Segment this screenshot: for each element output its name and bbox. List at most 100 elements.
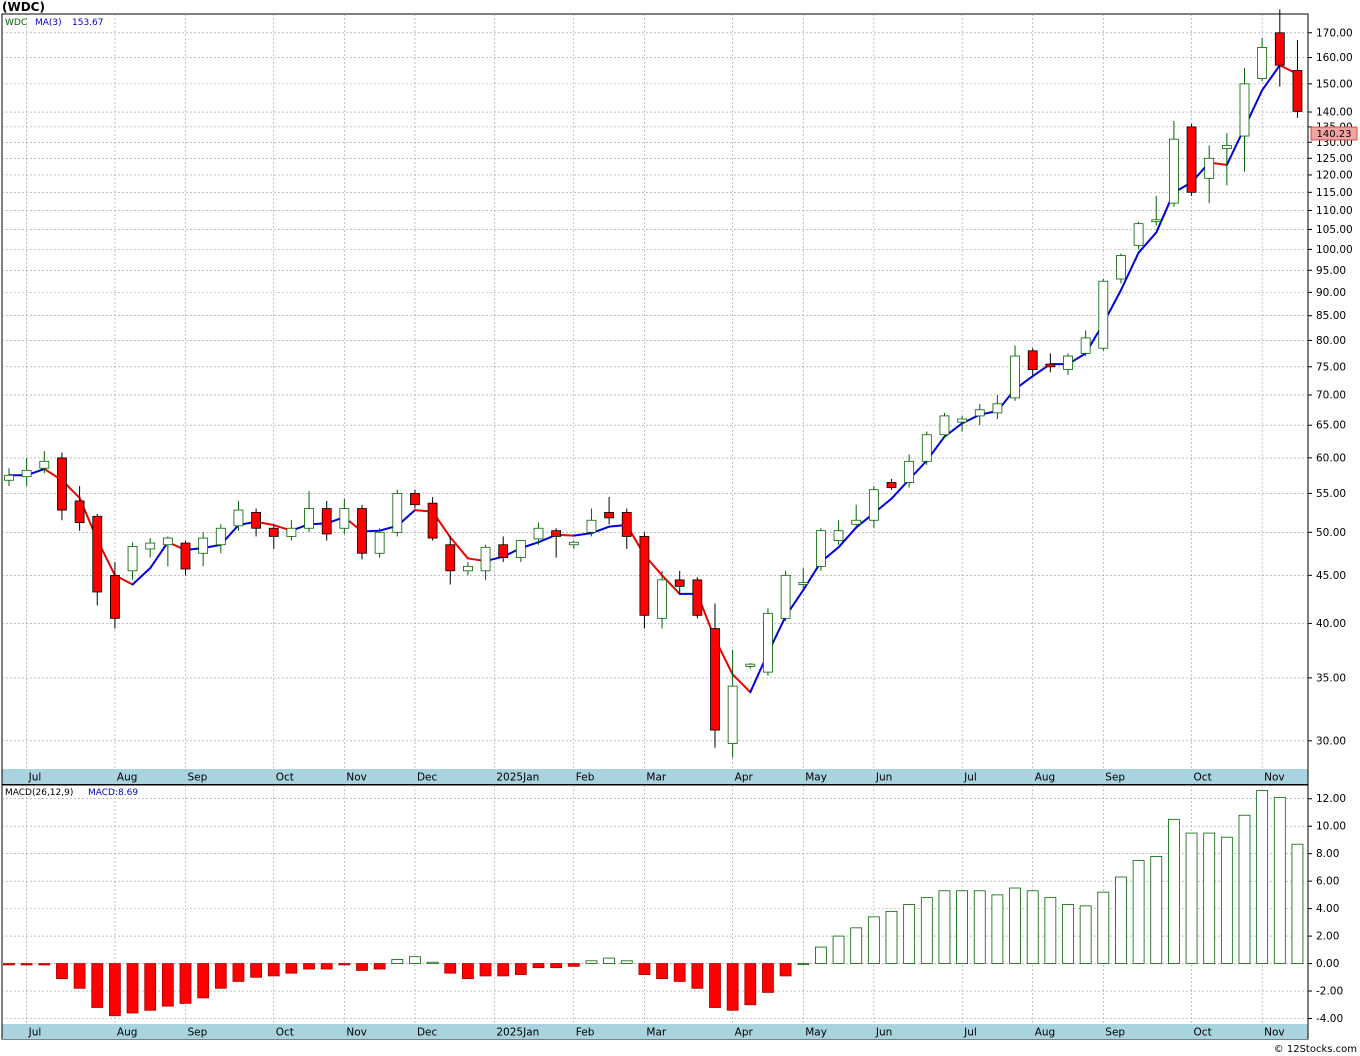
candle-body [604, 512, 614, 519]
ma-line-segment [1119, 251, 1140, 292]
macd-bar [920, 897, 933, 964]
candle [286, 520, 297, 541]
candle-body [145, 542, 156, 550]
candle [1239, 67, 1250, 172]
candle-body [710, 628, 720, 731]
macd-bar [73, 963, 86, 989]
macd-month-label: Nov [1264, 1027, 1285, 1039]
candle-body [57, 457, 67, 511]
candle [1098, 278, 1109, 351]
price-month-band [2, 769, 1308, 784]
candle [39, 451, 50, 474]
last-price-badge: 140.23 [1317, 129, 1352, 140]
ma-line-segment [131, 567, 152, 586]
ma-line-segment [572, 532, 593, 537]
candle-body [462, 565, 473, 572]
candle-body [21, 469, 32, 478]
candle [92, 513, 103, 606]
ma-line-segment [1137, 231, 1158, 254]
price-tick-label: 45.00 [1316, 570, 1346, 582]
macd-bar [1273, 796, 1286, 964]
candle-body [1204, 157, 1215, 179]
candle-body [1098, 280, 1109, 349]
macd-month-label: Mar [646, 1027, 666, 1039]
macd-tick-label: 2.00 [1316, 931, 1339, 943]
candle-body [321, 508, 332, 535]
candle [992, 394, 1003, 419]
candle-body [374, 531, 385, 554]
candle [551, 528, 562, 558]
candle [1169, 120, 1179, 207]
candle-body [1133, 223, 1144, 246]
candle-body [110, 574, 120, 619]
candle [1045, 353, 1056, 373]
candle [939, 412, 950, 438]
ma-line-segment [1261, 64, 1281, 92]
candle-body [639, 536, 650, 616]
candle [180, 540, 191, 576]
candle [604, 497, 614, 525]
candle [21, 457, 32, 487]
candle-body [692, 579, 703, 616]
price-tick-label: 85.00 [1316, 310, 1346, 322]
macd-bar [38, 963, 51, 966]
price-tick-label: 80.00 [1316, 335, 1346, 347]
macd-bar [3, 963, 15, 966]
price-tick-label: 125.00 [1316, 153, 1353, 165]
macd-bar [373, 963, 386, 970]
price-month-label: Sep [1105, 772, 1125, 784]
candle-body [551, 530, 562, 537]
price-tick-label: 100.00 [1316, 244, 1353, 256]
candle-body [939, 415, 950, 436]
macd-bar [1079, 905, 1092, 964]
macd-bar [1291, 843, 1304, 964]
macd-bar [126, 963, 139, 1014]
candle-body [515, 540, 526, 558]
macd-bar [532, 963, 545, 969]
price-month-label: Aug [117, 772, 138, 784]
macd-bar [585, 960, 598, 964]
candle-body [957, 418, 967, 423]
candle [621, 508, 632, 549]
candle-body [198, 537, 209, 554]
candle-body [621, 512, 632, 537]
candle [1257, 37, 1268, 82]
macd-tick-label: 0.00 [1316, 958, 1339, 970]
macd-bar [179, 963, 192, 1004]
macd-bar [285, 963, 298, 974]
macd-month-label: Apr [735, 1027, 754, 1039]
macd-month-label: Jul [28, 1027, 42, 1039]
candle [639, 532, 650, 629]
price-panel-frame [1, 13, 1309, 785]
macd-tick-label: 4.00 [1316, 903, 1339, 915]
candle-body [1186, 126, 1197, 193]
candle [674, 570, 685, 594]
candle [162, 536, 173, 567]
candle [868, 486, 879, 529]
candle-body [745, 663, 756, 667]
macd-bar [885, 910, 898, 964]
macd-bar [1220, 836, 1233, 964]
macd-month-label: Oct [1194, 1027, 1212, 1039]
macd-month-label: Jun [875, 1027, 892, 1039]
candle [127, 542, 138, 580]
candle [1274, 9, 1285, 87]
price-month-label: Feb [576, 772, 595, 784]
macd-bar [620, 960, 633, 964]
price-tick-label: 115.00 [1316, 187, 1353, 199]
macd-bar [356, 963, 368, 971]
macd-month-label: Jul [963, 1027, 977, 1039]
macd-bar [638, 963, 651, 975]
price-month-label: Sep [188, 772, 208, 784]
macd-bar [303, 963, 315, 970]
candle-body [868, 489, 879, 521]
candle-body [162, 537, 173, 546]
macd-month-label: Aug [117, 1027, 138, 1039]
candle [145, 538, 156, 558]
candle-body [674, 579, 685, 587]
macd-bar [726, 963, 739, 1011]
macd-month-label: Nov [346, 1027, 367, 1039]
macd-bar [1185, 832, 1198, 964]
price-tick-label: 75.00 [1316, 361, 1346, 373]
